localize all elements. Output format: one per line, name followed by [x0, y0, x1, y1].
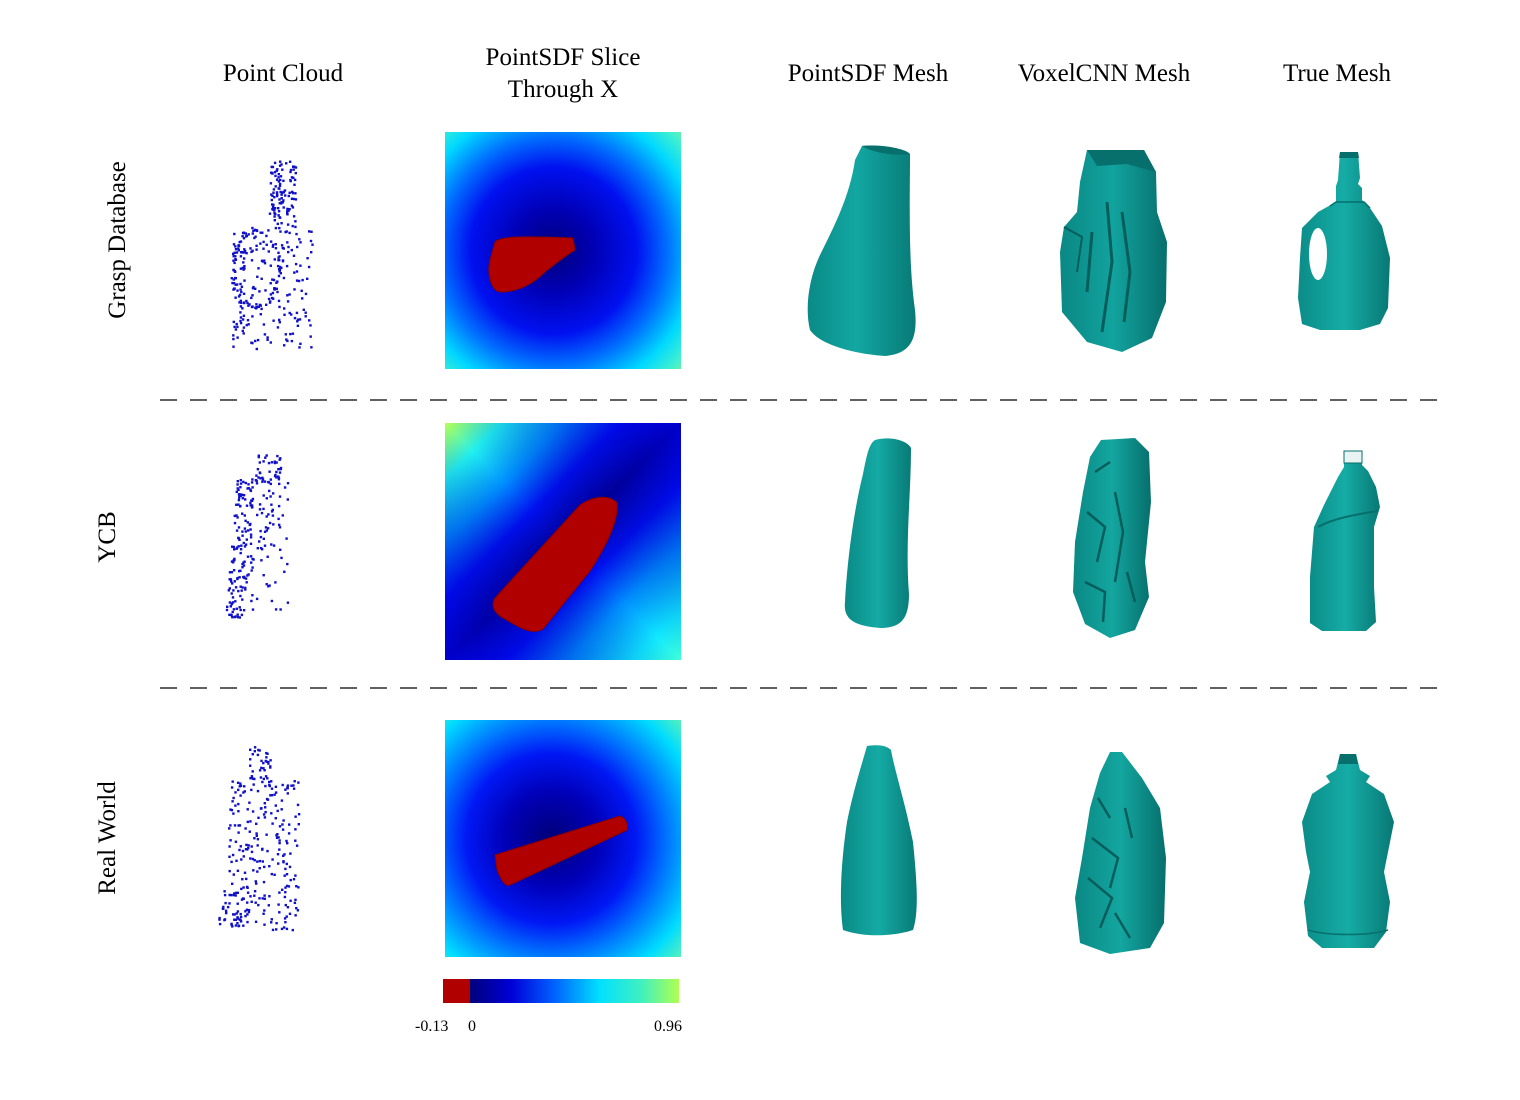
- true-mesh-grasp: [1298, 152, 1390, 330]
- sdf-inside-region-real-world: [494, 815, 628, 886]
- row-divider-2: [160, 687, 1442, 689]
- header-voxelcnn-mesh: VoxelCNN Mesh: [1000, 42, 1208, 90]
- colorbar-min-label: -0.13: [415, 1018, 449, 1035]
- header-point-cloud-label: Point Cloud: [222, 60, 344, 87]
- row-divider-1: [160, 399, 1442, 401]
- sdf-inside-region-grasp: [488, 236, 576, 293]
- voxelcnn-mesh-ycb: [1073, 438, 1151, 638]
- colorbar-max-label: 0.96: [654, 1018, 682, 1035]
- header-pointsdf-mesh-label: PointSDF Mesh: [787, 60, 949, 87]
- true-mesh-real-world: [1302, 754, 1394, 948]
- voxelcnn-mesh-grasp: [1060, 150, 1167, 352]
- sdf-slice-grasp: [445, 132, 681, 369]
- header-point-cloud: Point Cloud: [200, 42, 366, 90]
- row-label-grasp-database: Grasp Database: [104, 161, 131, 319]
- sdf-slice-real-world: [445, 720, 681, 957]
- row-label-real-world: Real World: [94, 781, 121, 895]
- true-mesh-ycb: [1310, 450, 1380, 631]
- sdf-colorbar: [443, 979, 679, 1003]
- point-cloud-grasp: [230, 160, 314, 351]
- point-cloud-real-world: [218, 746, 301, 932]
- header-true-mesh: True Mesh: [1254, 42, 1420, 90]
- pointsdf-mesh-grasp: [807, 145, 916, 356]
- header-pointsdf-mesh: PointSDF Mesh: [768, 42, 968, 90]
- pointsdf-mesh-ycb: [844, 438, 911, 628]
- header-slice-line2: Through X: [507, 76, 619, 103]
- header-true-mesh-label: True Mesh: [1282, 60, 1392, 87]
- sdf-slice-ycb: [445, 423, 681, 660]
- sdf-inside-region-ycb: [492, 496, 618, 632]
- colorbar-zero-label: 0: [468, 1018, 476, 1035]
- row-label-ycb: YCB: [94, 511, 121, 563]
- voxelcnn-mesh-real-world: [1075, 752, 1166, 954]
- pointsdf-mesh-real-world: [840, 745, 917, 936]
- point-cloud-ycb: [225, 454, 290, 619]
- header-voxelcnn-mesh-label: VoxelCNN Mesh: [1017, 60, 1191, 87]
- header-slice-line1: PointSDF Slice: [485, 44, 641, 71]
- header-pointsdf-slice: PointSDF Slice Through X: [450, 42, 676, 106]
